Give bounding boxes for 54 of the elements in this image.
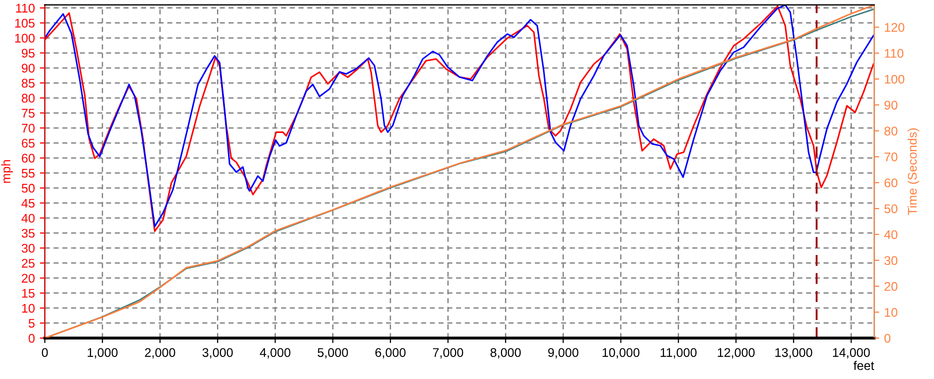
- y2-tick-label: 70: [884, 152, 898, 162]
- y-tick-label: 45: [21, 198, 35, 208]
- y2-tick-label: 30: [884, 256, 898, 266]
- x-tick-label: 13,000: [775, 348, 812, 358]
- y2-tick-label: 120: [884, 23, 904, 32]
- x-tick-label: 14,000: [833, 348, 870, 358]
- y2-tick-label: 100: [884, 74, 904, 84]
- x-tick-label: 5,000: [318, 348, 348, 358]
- x-tick-label: 6,000: [375, 348, 406, 358]
- y-tick-label: 100: [15, 34, 35, 43]
- x-tick-label: 12,000: [718, 348, 755, 358]
- y2-tick-label: 40: [884, 230, 898, 240]
- y-tick-label: 90: [22, 64, 35, 73]
- y-tick-label: 55: [22, 168, 35, 178]
- x-tick-label: 10,000: [602, 348, 640, 358]
- x-tick-label: 7,000: [433, 348, 464, 358]
- y-tick-label: 50: [22, 184, 35, 193]
- y-tick-label: 30: [22, 244, 35, 253]
- x-tick-label: 11,000: [660, 348, 697, 358]
- y2-tick-label: 80: [884, 126, 898, 136]
- x-tick-label: 4,000: [260, 348, 290, 358]
- y-tick-label: 60: [22, 154, 35, 163]
- y2-axis-title: Time (Seconds): [908, 128, 920, 216]
- y-tick-label: 80: [22, 94, 35, 103]
- y-tick-label: 15: [22, 288, 35, 298]
- y2-tick-label: 0: [884, 334, 890, 343]
- y-tick-label: 85: [22, 78, 35, 88]
- y-tick-label: 70: [22, 124, 35, 133]
- y2-tick-label: 60: [884, 178, 898, 188]
- y2-tick-label: 90: [884, 100, 898, 110]
- x-tick-label: 9,000: [548, 348, 578, 358]
- x-axis-title: feet: [854, 360, 874, 370]
- y2-tick-label: 10: [884, 308, 898, 317]
- y-axis-title: mph: [1, 160, 13, 183]
- y-tick-label: 20: [22, 274, 35, 283]
- x-tick-label: 3,000: [202, 348, 233, 358]
- y-tick-label: 105: [15, 18, 35, 28]
- x-tick-label: 1,000: [88, 348, 118, 358]
- y-tick-label: 110: [16, 4, 35, 13]
- y-tick-label: 35: [22, 228, 35, 238]
- y2-tick-label: 110: [884, 48, 904, 58]
- x-tick-label: 8,000: [490, 348, 521, 358]
- y-tick-label: 40: [21, 214, 35, 223]
- y-tick-label: 65: [22, 138, 35, 148]
- y-tick-label: 95: [22, 48, 35, 58]
- y-tick-label: 25: [22, 258, 35, 268]
- y2-tick-label: 20: [884, 282, 898, 291]
- y-tick-label: 10: [22, 304, 35, 313]
- y2-tick-label: 50: [884, 204, 898, 214]
- x-tick-label: 2,000: [145, 348, 176, 358]
- x-tick-label: 0: [42, 348, 48, 357]
- y-tick-label: 0: [28, 334, 35, 343]
- y-tick-label: 5: [28, 318, 35, 328]
- y-tick-label: 75: [22, 108, 35, 118]
